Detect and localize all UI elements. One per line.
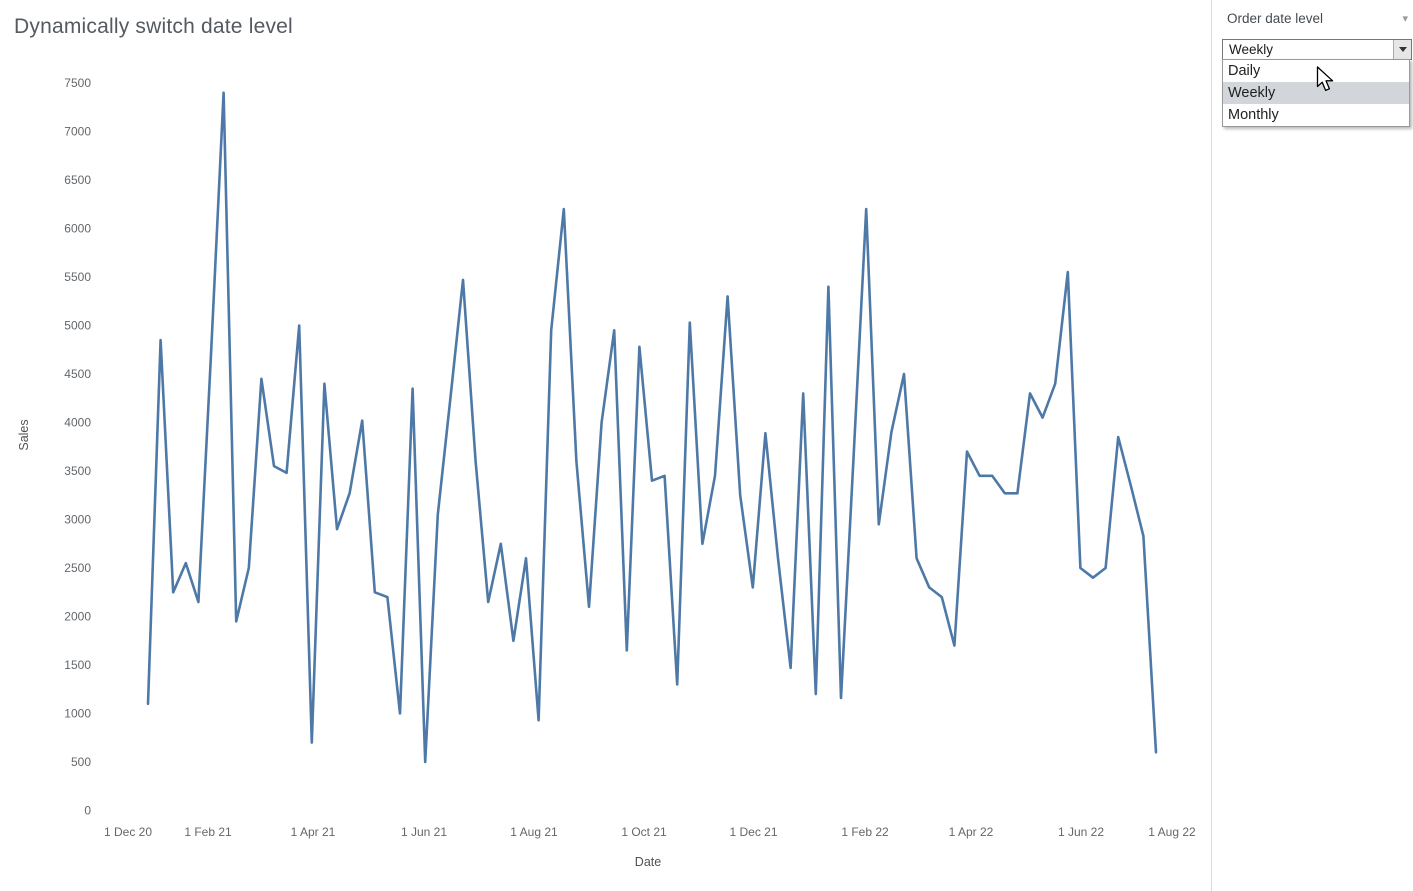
dropdown-item-daily[interactable]: Daily xyxy=(1228,63,1261,79)
y-tick-label: 4000 xyxy=(64,416,91,430)
x-tick-label: 1 Oct 21 xyxy=(621,825,667,839)
parameter-title-row[interactable]: Order date level ▾ xyxy=(1222,6,1412,32)
x-tick-label: 1 Feb 22 xyxy=(841,825,889,839)
x-tick-label: 1 Apr 22 xyxy=(949,825,994,839)
y-tick-label: 1500 xyxy=(64,658,91,672)
combobox-selected-value: Weekly xyxy=(1229,42,1274,57)
combobox-dropdown-button[interactable] xyxy=(1393,40,1411,59)
y-tick-label: 2500 xyxy=(64,561,91,575)
y-tick-label: 0 xyxy=(84,804,91,818)
y-tick-label: 7500 xyxy=(64,76,91,90)
y-axis-tick-labels: 0 500 1000 1500 2000 2500 3000 3500 4000 4500 5000… xyxy=(64,76,91,818)
dropdown-item-weekly[interactable]: Weekly xyxy=(1223,82,1409,104)
y-tick-label: 2000 xyxy=(64,610,91,624)
dropdown-item-monthly[interactable]: Monthly xyxy=(1228,107,1279,123)
chart-title: Dynamically switch date level xyxy=(14,15,293,38)
x-tick-label: 1 Aug 21 xyxy=(510,825,558,839)
parameter-title: Order date level xyxy=(1227,11,1324,26)
x-tick-label: 1 Jun 22 xyxy=(1058,825,1104,839)
x-tick-label: 1 Dec 20 xyxy=(104,825,152,839)
parameter-control: Order date level ▾ Weekly Daily Weekly M… xyxy=(1222,6,1412,127)
y-tick-label: 500 xyxy=(71,755,91,769)
y-tick-label: 3000 xyxy=(64,513,91,527)
y-tick-label: 7000 xyxy=(64,125,91,139)
date-level-combobox[interactable]: Weekly xyxy=(1222,39,1412,60)
sales-line-series xyxy=(146,91,1158,764)
date-level-dropdown-list: Daily Weekly Monthly xyxy=(1222,59,1410,127)
x-tick-label: 1 Apr 21 xyxy=(291,825,336,839)
y-tick-label: 1000 xyxy=(64,707,91,721)
y-tick-label: 5500 xyxy=(64,270,91,284)
dropdown-arrow-icon xyxy=(1398,47,1407,52)
y-tick-label: 3500 xyxy=(64,464,91,478)
y-tick-label: 4500 xyxy=(64,367,91,381)
x-tick-label: 1 Dec 21 xyxy=(729,825,777,839)
x-axis-tick-labels: 1 Dec 20 1 Feb 21 1 Apr 21 1 Jun 21 1 Aug 21… xyxy=(104,825,1196,839)
x-tick-label: 1 Jun 21 xyxy=(401,825,447,839)
y-tick-label: 6000 xyxy=(64,222,91,236)
y-tick-label: 5000 xyxy=(64,319,91,333)
chevron-down-icon[interactable]: ▾ xyxy=(1402,13,1408,25)
y-tick-label: 6500 xyxy=(64,173,91,187)
x-axis-title: Date xyxy=(635,855,661,869)
x-tick-label: 1 Aug 22 xyxy=(1148,825,1196,839)
y-axis-title: Sales xyxy=(17,419,31,450)
panel-divider xyxy=(1211,0,1212,891)
x-tick-label: 1 Feb 21 xyxy=(184,825,232,839)
